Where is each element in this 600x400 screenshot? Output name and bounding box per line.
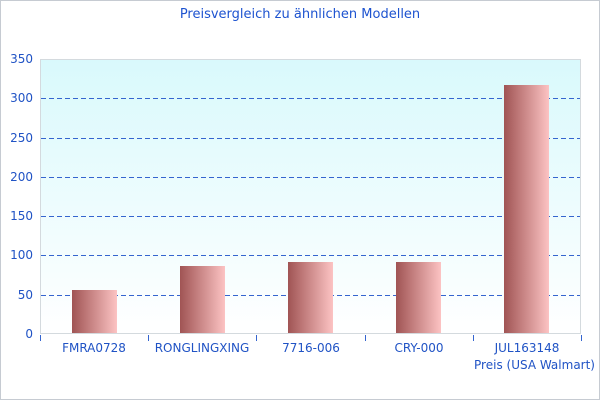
gridline-300 bbox=[41, 98, 580, 100]
x-axis-tick bbox=[256, 335, 257, 341]
y-axis-tick-label-300: 300 bbox=[10, 91, 33, 105]
bar-7716-006 bbox=[288, 262, 333, 333]
y-axis-tick-label-200: 200 bbox=[10, 170, 33, 184]
y-axis-tick-label-250: 250 bbox=[10, 131, 33, 145]
y-axis-tick-label-50: 50 bbox=[17, 288, 33, 302]
gridline-250 bbox=[41, 137, 580, 139]
gridline-150 bbox=[41, 216, 580, 218]
x-axis-tick bbox=[40, 335, 41, 341]
x-axis-tick bbox=[365, 335, 366, 341]
x-axis-category-label-7716-006: 7716-006 bbox=[282, 341, 340, 355]
chart-title: Preisvergleich zu ähnlichen Modellen bbox=[179, 7, 421, 22]
plot-area bbox=[40, 59, 581, 334]
x-axis-category-label-FMRA0728: FMRA0728 bbox=[62, 341, 126, 355]
x-axis-title: Preis (USA Walmart) bbox=[474, 358, 595, 372]
y-axis-tick-label-350: 350 bbox=[10, 52, 33, 66]
y-axis-tick-label-150: 150 bbox=[10, 209, 33, 223]
bar-JUL163148 bbox=[504, 85, 550, 333]
bar-CRY-000 bbox=[396, 262, 442, 333]
x-axis-tick bbox=[473, 335, 474, 341]
bar-FMRA0728 bbox=[71, 290, 117, 333]
x-axis-tick bbox=[148, 335, 149, 341]
y-axis-tick-label-0: 0 bbox=[25, 327, 33, 341]
x-axis-category-label-JUL163148: JUL163148 bbox=[494, 341, 560, 355]
x-axis-category-label-RONGLINGXING: RONGLINGXING bbox=[154, 341, 250, 355]
gridline-100 bbox=[41, 255, 580, 257]
gridline-200 bbox=[41, 176, 580, 178]
y-axis-tick-label-100: 100 bbox=[10, 248, 33, 262]
x-axis-category-label-CRY-000: CRY-000 bbox=[394, 341, 444, 355]
x-axis-tick bbox=[581, 335, 582, 341]
bar-RONGLINGXING bbox=[179, 266, 225, 333]
